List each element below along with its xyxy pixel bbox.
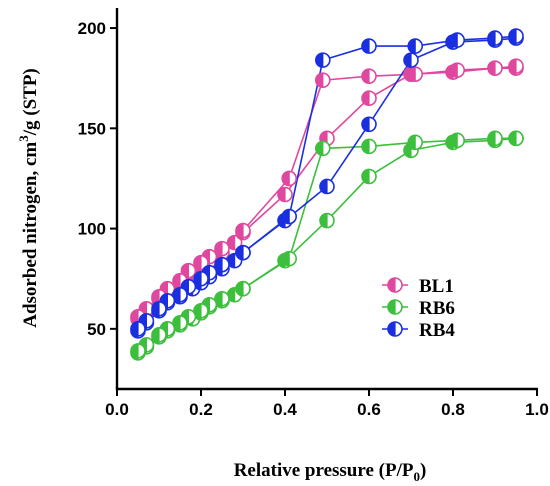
rb4-adsorption-point bbox=[361, 116, 377, 133]
rb4-desorption-point bbox=[487, 30, 503, 46]
rb4-adsorption-point bbox=[319, 178, 335, 195]
rb6-adsorption-point bbox=[361, 168, 377, 185]
rb4-desorption-point bbox=[214, 256, 230, 273]
rb4-desorption-point bbox=[314, 52, 331, 68]
legend-rb4-label: RB4 bbox=[419, 320, 455, 341]
rb6-desorption-point bbox=[508, 130, 524, 147]
legend-rb6-marker bbox=[387, 299, 403, 315]
rb6-adsorption-point bbox=[319, 212, 335, 229]
rb4-desorption-point bbox=[151, 300, 167, 317]
legend-bl1-label: BL1 bbox=[419, 276, 454, 297]
series-markers-layer bbox=[130, 28, 524, 361]
x-tick-label: 1.0 bbox=[525, 400, 549, 419]
bl1-adsorption-point bbox=[277, 186, 293, 203]
rb4-desorption-point bbox=[361, 38, 377, 54]
x-axis-title: Relative pressure (P/P0) bbox=[234, 460, 427, 484]
x-tick-label: 0.2 bbox=[189, 400, 213, 419]
rb6-desorption-point bbox=[235, 280, 251, 297]
legend-rb4-marker bbox=[387, 321, 403, 337]
rb6-desorption-point bbox=[361, 138, 377, 155]
rb4-desorption-point bbox=[281, 208, 298, 225]
x-tick-label: 0.0 bbox=[105, 400, 129, 419]
bl1-desorption-point bbox=[487, 60, 503, 76]
bl1-desorption-point bbox=[361, 68, 377, 84]
bl1-desorption-point bbox=[407, 66, 424, 82]
bl1-desorption-point bbox=[508, 58, 524, 74]
rb4-adsorption-point bbox=[226, 252, 243, 269]
axis-ticks-layer: 0.0 0.2 0.4 0.6 0.8 1.0 50 100 150 200 bbox=[78, 19, 549, 419]
legend-rb6-label: RB6 bbox=[419, 298, 455, 319]
bl1-desorption-point bbox=[214, 240, 230, 257]
rb6-desorption-point bbox=[449, 132, 466, 149]
rb4-adsorption-point bbox=[403, 52, 419, 68]
bl1-adsorption-point bbox=[361, 90, 377, 107]
rb4-desorption-point bbox=[407, 38, 424, 54]
rb6-desorption-point bbox=[281, 250, 298, 267]
x-tick-label: 0.8 bbox=[441, 400, 465, 419]
y-tick-label: 200 bbox=[78, 19, 106, 38]
bl1-desorption-point bbox=[449, 62, 466, 78]
legend-bl1-marker bbox=[387, 277, 403, 293]
rb6-desorption-point bbox=[487, 130, 503, 147]
bl1-desorption-point bbox=[193, 254, 209, 271]
x-tick-label: 0.4 bbox=[273, 400, 297, 419]
rb4-desorption-point bbox=[193, 270, 209, 287]
rb4-desorption-point bbox=[235, 244, 251, 261]
rb6-desorption-point bbox=[151, 327, 167, 343]
bl1-desorption-point bbox=[235, 222, 251, 239]
rb6-desorption-point bbox=[130, 343, 146, 359]
rb4-desorption-point bbox=[508, 28, 524, 44]
bl1-desorption-point bbox=[314, 72, 331, 88]
y-tick-label: 150 bbox=[78, 119, 106, 138]
rb4-desorption-point bbox=[449, 32, 466, 48]
y-axis-title: Adsorbed nitrogen, cm3/g (STP) bbox=[16, 68, 41, 328]
rb6-desorption-point bbox=[193, 302, 209, 319]
bl1-desorption-point bbox=[180, 262, 197, 279]
y-tick-label: 50 bbox=[87, 320, 106, 339]
rb6-desorption-point bbox=[407, 134, 424, 151]
rb4-desorption-point bbox=[130, 321, 146, 337]
x-tick-label: 0.6 bbox=[357, 400, 381, 419]
bl1-desorption-point bbox=[281, 170, 298, 187]
y-tick-label: 100 bbox=[78, 220, 106, 239]
rb6-desorption-point bbox=[314, 140, 331, 157]
